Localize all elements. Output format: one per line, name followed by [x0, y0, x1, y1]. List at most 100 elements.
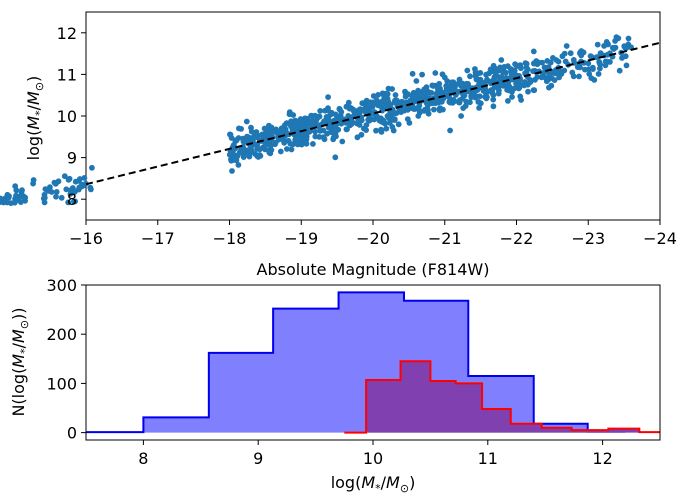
- scatter-point: [81, 175, 88, 181]
- histogram-x-ticks: 8 9 10 11 12: [138, 440, 613, 468]
- scatter-point: [567, 50, 574, 57]
- scatter-point: [475, 99, 482, 105]
- scatter-point: [236, 125, 242, 132]
- scatter-point: [464, 67, 471, 74]
- scatter-point: [622, 44, 628, 51]
- scatter-point: [547, 59, 554, 66]
- scatter-point: [594, 41, 601, 48]
- scatter-point: [0, 199, 4, 205]
- scatter-point: [607, 59, 613, 65]
- scatter-point: [589, 64, 596, 71]
- scatter-point: [523, 64, 530, 71]
- x-tick-label: 12: [592, 449, 612, 468]
- scatter-point: [553, 57, 560, 63]
- scatter-point: [512, 61, 518, 67]
- scatter-point: [463, 98, 470, 105]
- scatter-point: [264, 125, 271, 132]
- scatter-point: [406, 120, 413, 126]
- scatter-point: [462, 103, 469, 109]
- scatter-point: [436, 107, 443, 114]
- scatter-point: [381, 119, 388, 126]
- scatter-point: [65, 199, 72, 206]
- scatter-point: [281, 122, 288, 129]
- scatter-point: [354, 134, 361, 141]
- scatter-point: [422, 106, 428, 113]
- scatter-point: [267, 143, 274, 149]
- x-tick-label: −17: [141, 229, 175, 248]
- scatter-point: [272, 139, 279, 146]
- scatter-point: [428, 90, 435, 96]
- scatter-point: [395, 121, 402, 128]
- scatter-point: [602, 62, 609, 69]
- scatter-point: [622, 53, 629, 60]
- scatter-point: [525, 88, 531, 95]
- scatter-point: [321, 136, 328, 143]
- scatter-point: [561, 67, 568, 74]
- scatter-point: [548, 82, 555, 89]
- scatter-point: [370, 99, 376, 106]
- scatter-point: [278, 128, 285, 135]
- scatter-point: [496, 87, 502, 94]
- scatter-point: [229, 168, 235, 174]
- scatter-point: [266, 149, 273, 156]
- x-tick-label: −24: [643, 229, 677, 248]
- scatter-point: [312, 128, 318, 135]
- scatter-point: [610, 46, 617, 52]
- scatter-point: [530, 68, 536, 75]
- scatter-point: [356, 122, 363, 128]
- y-tick-label: 8: [67, 190, 77, 209]
- scatter-point: [580, 49, 587, 56]
- scatter-point: [297, 116, 304, 123]
- scatter-point: [51, 179, 58, 186]
- scatter-point: [347, 122, 353, 129]
- scatter-point: [409, 93, 416, 99]
- x-tick-label: 11: [478, 449, 498, 468]
- scatter-point: [257, 153, 264, 159]
- scatter-point: [87, 184, 94, 191]
- scatter-point: [310, 141, 316, 147]
- scatter-point: [473, 76, 480, 83]
- scatter-point: [357, 106, 364, 112]
- y-tick-label: 9: [67, 149, 77, 168]
- scatter-point: [496, 67, 503, 74]
- scatter-point: [436, 80, 443, 87]
- scatter-point: [288, 146, 295, 153]
- scatter-point: [404, 106, 411, 113]
- scatter-point: [559, 53, 566, 60]
- scatter-point: [527, 79, 534, 85]
- scatter-point: [231, 142, 237, 148]
- scatter-point: [325, 117, 332, 123]
- scatter-point: [284, 146, 290, 152]
- scatter-point: [262, 142, 269, 149]
- scatter-point: [596, 60, 603, 67]
- y-tick-label: 11: [57, 65, 77, 84]
- scatter-point: [616, 67, 623, 74]
- scatter-point: [303, 140, 310, 147]
- scatter-point: [11, 199, 18, 206]
- scatter-point: [531, 87, 538, 94]
- scatter-point: [447, 127, 453, 134]
- scatter-point: [58, 194, 65, 201]
- scatter-point: [595, 71, 602, 77]
- scatter-point: [41, 194, 48, 201]
- x-tick-label: −20: [356, 229, 390, 248]
- scatter-point: [290, 141, 296, 148]
- x-tick-label: −18: [213, 229, 247, 248]
- scatter-point: [53, 193, 59, 200]
- scatter-point: [509, 94, 515, 100]
- scatter-point: [467, 73, 473, 80]
- scatter-point: [587, 53, 594, 59]
- scatter-point: [363, 122, 370, 128]
- scatter-point: [227, 131, 234, 138]
- scatter-point: [302, 115, 308, 122]
- scatter-point: [12, 183, 19, 190]
- histogram-y-axis-label: N(log(M*/M⊙)): [9, 307, 31, 416]
- scatter-point: [378, 129, 385, 135]
- scatter-x-ticks: −16 −17 −18 −19 −20 −21 −22 −23 −24: [69, 220, 677, 248]
- scatter-point: [325, 94, 331, 100]
- scatter-point: [483, 95, 490, 102]
- scatter-point: [398, 109, 404, 115]
- scatter-point: [316, 123, 322, 130]
- scatter-point: [563, 43, 570, 49]
